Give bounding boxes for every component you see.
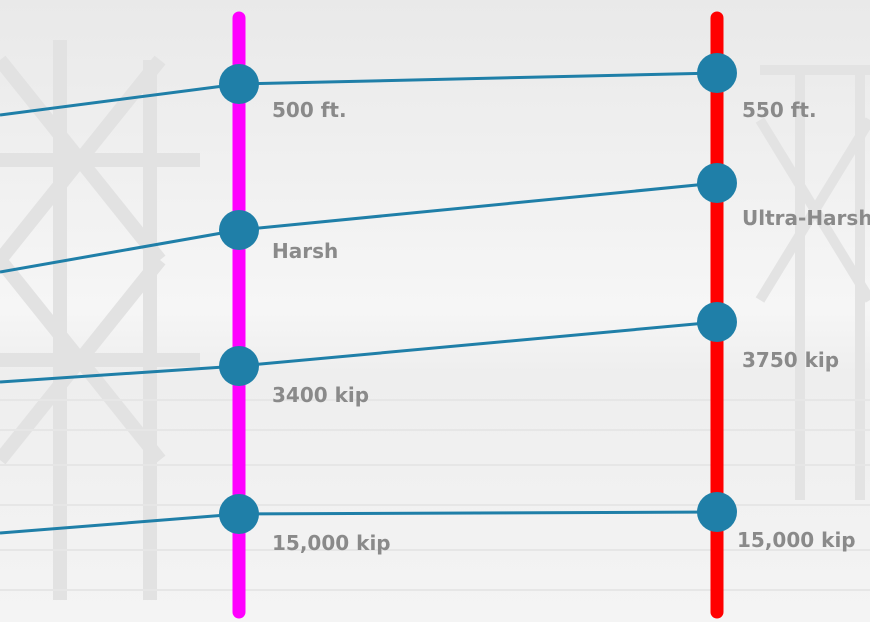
left-label-depth: 500 ft. (272, 98, 347, 122)
platform-structure-left (0, 40, 200, 600)
right-node-environment (697, 163, 737, 203)
left-label-environment: Harsh (272, 239, 338, 263)
connector-row-4 (238, 510, 718, 516)
left-label-load-2: 15,000 kip (272, 531, 391, 555)
left-node-depth (219, 64, 259, 104)
right-label-load-2: 15,000 kip (737, 528, 856, 552)
right-label-environment: Ultra-Harsh (742, 206, 870, 230)
left-node-load-2 (219, 494, 259, 534)
right-label-load-1: 3750 kip (742, 348, 839, 372)
platform-structure-right (755, 65, 870, 500)
connector-offscreen-4 (0, 512, 240, 535)
right-label-depth: 550 ft. (742, 98, 817, 122)
connector-row-2 (238, 181, 718, 232)
water-texture (0, 399, 870, 591)
connector-offscreen-1 (0, 82, 240, 117)
right-node-depth (697, 53, 737, 93)
connector-row-3 (238, 320, 718, 368)
connector-offscreen-2 (0, 228, 240, 274)
connector-offscreen-3 (0, 364, 240, 384)
connector-row-1 (238, 71, 718, 86)
right-node-load-1 (697, 302, 737, 342)
right-node-load-2 (697, 492, 737, 532)
left-label-load-1: 3400 kip (272, 383, 369, 407)
left-node-load-1 (219, 346, 259, 386)
left-node-environment (219, 210, 259, 250)
